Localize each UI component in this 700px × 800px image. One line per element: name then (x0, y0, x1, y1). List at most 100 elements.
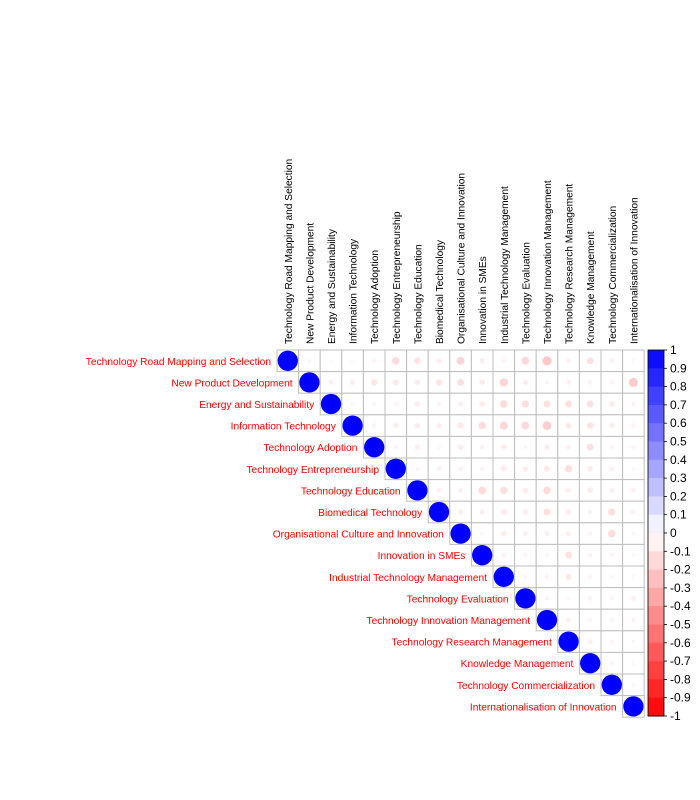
correlation-circle (543, 486, 551, 495)
row-label: Technology Entrepreneurship (246, 465, 379, 476)
correlation-circle (457, 509, 464, 515)
correlation-circle (566, 617, 572, 623)
correlation-circle (458, 401, 464, 407)
correlation-circle (609, 380, 615, 385)
colorbar-tick-label: -0.6 (670, 636, 691, 650)
colorbar-segment (648, 514, 664, 534)
correlation-circle (631, 617, 636, 623)
correlation-circle (631, 574, 636, 579)
correlation-circle (544, 596, 550, 601)
colorbar-tick-label: 0.7 (670, 398, 687, 412)
correlation-circle (544, 553, 550, 558)
correlation-circle (414, 357, 421, 365)
column-label: Energy and Sustainability (327, 228, 338, 344)
column-label: Technology Entrepreneurship (392, 211, 403, 344)
column-label: Technology Road Mapping and Selection (284, 159, 295, 344)
correlation-circle (479, 401, 486, 407)
correlation-circle (479, 466, 485, 472)
correlation-circle (370, 379, 378, 386)
correlation-circle (371, 401, 377, 407)
correlation-circle (457, 422, 464, 429)
colorbar-tick-label: 0.1 (670, 508, 687, 522)
colorbar-segment (648, 642, 664, 662)
correlation-circle (479, 509, 485, 515)
circle-layer (277, 350, 644, 717)
correlation-circle (628, 377, 638, 387)
correlation-circle (566, 487, 572, 493)
correlation-circle (350, 359, 355, 363)
correlation-circle (586, 422, 594, 429)
correlation-circle (608, 401, 615, 407)
row-label: Energy and Sustainability (199, 400, 315, 411)
correlation-circle (542, 356, 552, 366)
correlation-circle (479, 379, 486, 386)
correlation-circle (436, 487, 442, 493)
correlation-circle (544, 380, 550, 385)
row-label: Technology Road Mapping and Selection (86, 357, 271, 368)
correlation-circle (436, 466, 442, 472)
colorbar-segment (648, 569, 664, 589)
row-label: Technology Adoption (263, 443, 357, 454)
colorbar-tick-label: -0.3 (670, 581, 691, 595)
correlation-circle (565, 400, 573, 408)
correlation-circle (609, 422, 615, 429)
correlation-circle (631, 358, 636, 363)
correlation-circle (307, 358, 312, 363)
correlation-circle (392, 379, 399, 386)
correlation-circle (631, 531, 636, 536)
correlation-circle (371, 423, 377, 428)
colorbar-tick-label: 0.8 (670, 380, 687, 394)
correlation-circle (415, 466, 420, 472)
correlation-circle (349, 379, 356, 386)
colorbar-segment (648, 661, 664, 680)
colorbar-segment (648, 441, 664, 461)
column-label: Innovation in SMEs (478, 256, 489, 344)
colorbar-tick-label: -0.5 (670, 618, 691, 632)
row-labels: Technology Road Mapping and Selection New… (86, 357, 617, 714)
correlation-circle (480, 531, 485, 536)
correlation-circle (414, 444, 421, 450)
correlation-circle (500, 486, 508, 495)
correlation-circle (371, 358, 377, 364)
correlation-circle (501, 444, 507, 450)
column-label: Organisational Culture and Innovation (457, 173, 468, 344)
correlation-circle (609, 444, 615, 450)
correlation-circle (536, 609, 558, 631)
colorbar-tick-label: 0.3 (670, 471, 687, 485)
row-label: Technology Education (301, 486, 401, 497)
colorbar-tick-label: 0.5 (670, 435, 687, 449)
correlation-circle (522, 487, 529, 494)
correlation-circle (565, 573, 572, 580)
colorbar-tick-label: 0.6 (670, 416, 687, 430)
correlation-circle (566, 596, 571, 601)
correlation-circle (543, 400, 551, 408)
row-label: Innovation in SMEs (378, 551, 466, 562)
colorbar-segment (648, 459, 664, 479)
correlation-circle (500, 530, 507, 537)
colorbar-segment (648, 587, 664, 607)
correlation-circle (385, 458, 406, 479)
correlation-circle (630, 487, 636, 493)
correlation-circle (435, 379, 443, 386)
correlation-circle (587, 380, 593, 385)
correlation-circle (609, 466, 615, 472)
colorbar-segment (648, 350, 664, 369)
correlation-circle (544, 444, 550, 450)
colorbar-segment (648, 551, 664, 571)
correlation-circle (521, 356, 530, 365)
correlation-circle (609, 358, 615, 364)
correlation-circle (609, 487, 615, 493)
correlation-circle (631, 444, 636, 450)
correlation-circle (393, 422, 399, 429)
correlation-circle (364, 437, 385, 458)
correlation-circle (436, 401, 442, 407)
correlation-circle (472, 545, 493, 566)
correlation-circle (457, 378, 465, 386)
correlation-circle (500, 509, 507, 515)
correlation-circle (478, 421, 486, 430)
column-label: Information Technology (349, 238, 360, 344)
correlation-circle (342, 415, 363, 436)
correlation-circle (587, 487, 594, 494)
colorbar-segment (648, 478, 664, 497)
column-label: Industrial Technology Management (500, 186, 511, 344)
